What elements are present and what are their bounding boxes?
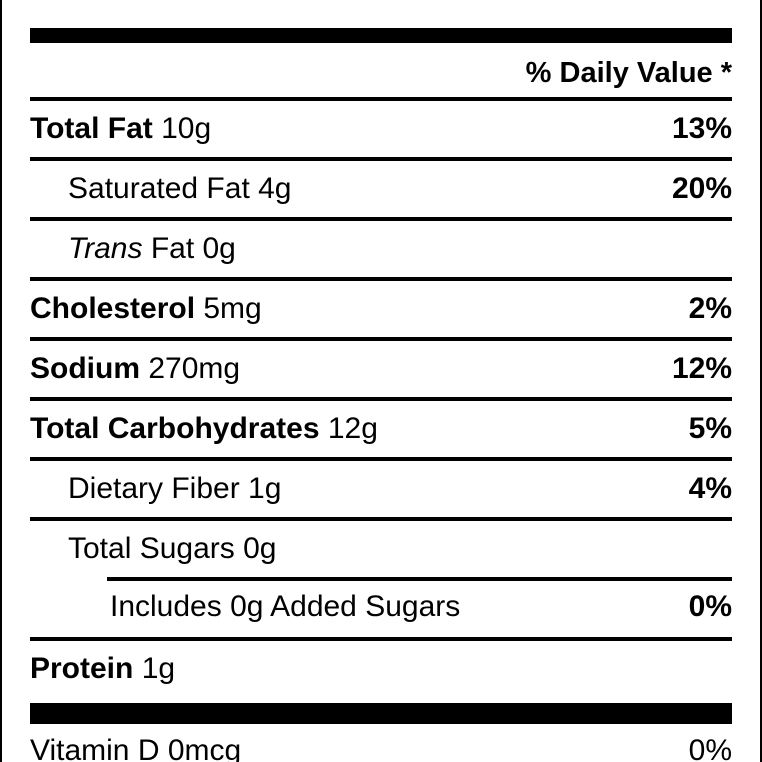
row-percent-total-fat: 13% [671,112,732,145]
table-row-protein: Protein 1g [30,637,732,697]
row-label-saturated-fat: Saturated Fat 4g [68,172,292,205]
row-label-total-sugars: Total Sugars 0g [68,532,277,565]
row-percent-sodium: 12% [671,352,732,385]
table-row-added-sugars: Includes 0g Added Sugars 0% [30,577,732,637]
table-row-sodium: Sodium 270mg 12% [30,337,732,397]
table-row-cholesterol: Cholesterol 5mg 2% [30,277,732,337]
row-amount-total-fat: 10g [161,112,212,145]
thick-divider-bottom [30,703,732,724]
row-percent-dietary-fiber: 4% [688,472,732,505]
nutrient-rows: Total Fat 10g 13% Saturated Fat 4g 20% T… [30,97,732,697]
row-name-total-carbohydrates: Total Carbohydrates [30,412,320,445]
row-name-sodium: Sodium [30,352,140,385]
table-row-dietary-fiber: Dietary Fiber 1g 4% [30,457,732,517]
row-name-trans-rest: Fat 0g [150,232,236,265]
row-name-trans: Trans [68,232,143,265]
table-row-total-fat: Total Fat 10g 13% [30,97,732,157]
row-label-vitamin-d: Vitamin D 0mcg [30,734,242,762]
calories-row: Calories [30,0,732,14]
table-row-total-carbohydrates: Total Carbohydrates 12g 5% [30,397,732,457]
table-row-vitamin-d: Vitamin D 0mcg 0% [30,731,732,762]
row-label-protein: Protein 1g [30,654,175,684]
table-row-total-sugars: Total Sugars 0g [30,517,732,577]
row-label-trans-fat: Trans Fat 0g [30,234,236,264]
row-amount-protein: 1g [141,652,176,685]
row-label-added-sugars: Includes 0g Added Sugars [110,590,461,623]
row-name-total-fat: Total Fat [30,112,153,145]
row-percent-saturated-fat: 20% [671,172,732,205]
row-percent-cholesterol: 2% [688,292,732,325]
row-percent-added-sugars: 0% [688,590,732,623]
daily-value-header: % Daily Value * [525,57,732,89]
label-content-column: Calories % Daily Value * Total Fat 10g 1… [30,0,732,762]
table-row-saturated-fat: Saturated Fat 4g 20% [30,157,732,217]
row-label-total-fat: Total Fat 10g [30,114,211,144]
row-amount-cholesterol: 5mg [203,292,262,325]
row-label-cholesterol: Cholesterol 5mg [30,294,262,324]
row-percent-vitamin-d: 0% [688,734,732,762]
row-label-total-carbohydrates: Total Carbohydrates 12g [30,414,378,444]
thick-divider-top [30,28,732,43]
row-percent-total-carbohydrates: 5% [688,412,732,445]
row-label-dietary-fiber: Dietary Fiber 1g [68,472,282,505]
row-name-cholesterol: Cholesterol [30,292,196,325]
row-name-protein: Protein [30,652,134,685]
row-label-sodium: Sodium 270mg [30,354,240,384]
row-amount-sodium: 270mg [148,352,241,385]
row-amount-total-carbohydrates: 12g [327,412,378,445]
calories-heading: Calories [30,0,370,14]
table-row-trans-fat: Trans Fat 0g [30,217,732,277]
